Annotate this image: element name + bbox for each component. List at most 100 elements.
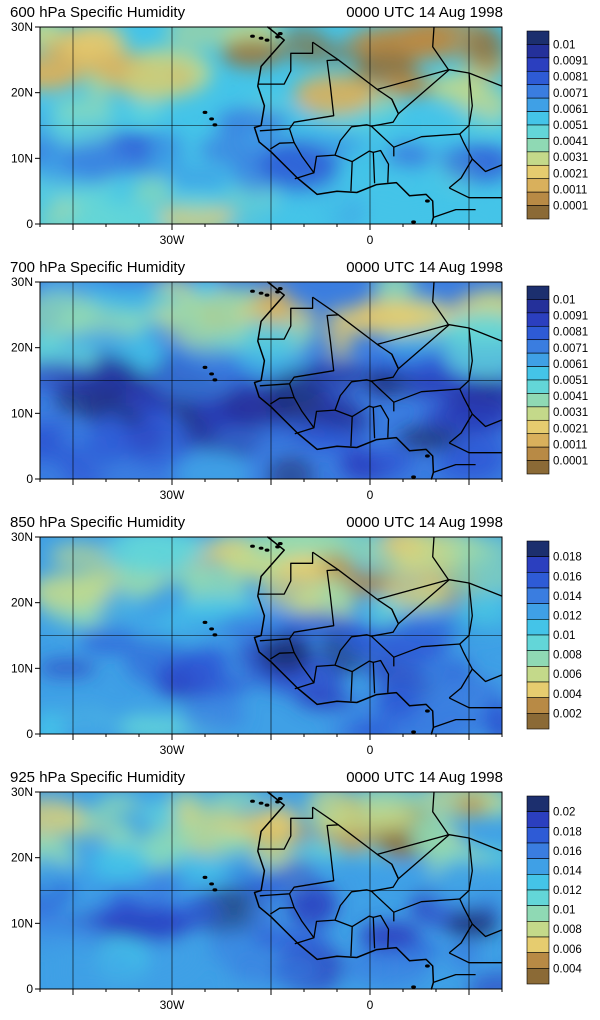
field-patch <box>40 359 92 388</box>
island <box>212 123 218 127</box>
x-tick-label: 0 <box>367 998 374 1012</box>
field-patch <box>433 860 502 908</box>
island <box>250 289 255 293</box>
island <box>277 796 283 801</box>
field-patch <box>209 429 299 448</box>
colorbar-swatch <box>526 205 550 220</box>
country-border <box>351 405 376 439</box>
island <box>202 110 208 114</box>
country-border <box>373 404 390 438</box>
colorbar-label: 0.0051 <box>553 375 588 387</box>
field-patch <box>58 201 146 224</box>
colorbar-label: 0.0081 <box>553 72 588 84</box>
field-patch <box>190 282 222 296</box>
colorbar-swatch <box>526 905 550 922</box>
field-patch <box>384 340 432 362</box>
country-border <box>269 893 295 915</box>
island <box>275 290 280 294</box>
island <box>277 31 283 36</box>
colorbar-swatch <box>526 713 550 730</box>
colorbar-swatch <box>526 634 550 651</box>
country-border <box>351 150 376 184</box>
panel-925hpa-time: 0000 UTC 14 Aug 1998 <box>346 769 503 786</box>
colorbar-swatch <box>526 874 550 891</box>
field-patch <box>339 449 378 474</box>
colorbar-label: 0.014 <box>553 865 582 877</box>
country-border <box>471 413 503 428</box>
field-patch <box>430 110 491 129</box>
colorbar-swatch <box>526 285 550 300</box>
colorbar-swatch <box>526 366 550 381</box>
axes-850hpa: 30N 20N 10N 0 30W 0 <box>11 530 503 757</box>
colorbar-label: 0.01 <box>553 39 575 51</box>
y-tick-label: 20N <box>11 86 33 100</box>
field-patch <box>259 142 339 189</box>
country-border <box>259 296 339 387</box>
field-patch <box>40 47 86 91</box>
colorbar-label: 0.004 <box>553 689 582 701</box>
colorbar-swatch <box>526 111 550 126</box>
field-patch <box>248 537 313 560</box>
field-patch <box>296 690 353 710</box>
colorbar-swatch <box>526 952 550 969</box>
island <box>411 985 416 989</box>
colorbar-label: 0.0031 <box>553 407 588 419</box>
island <box>264 548 270 552</box>
colorbar-label: 0.0051 <box>553 120 588 132</box>
colorbar-swatch <box>526 30 550 45</box>
field-patch <box>325 305 356 358</box>
humidity-field-600hpa <box>40 27 502 224</box>
country-border <box>269 383 295 405</box>
field-patch <box>208 792 264 809</box>
colorbar-label: 0.018 <box>553 552 582 564</box>
colorbar-600hpa: 0.01 0.0091 0.0081 0.0071 0.0061 0.0051 0.0041… <box>526 30 588 220</box>
field-patch <box>40 928 107 948</box>
country-border <box>269 128 295 150</box>
colorbar-label: 0.0041 <box>553 136 588 148</box>
field-patch <box>192 676 260 693</box>
country-border <box>393 388 473 444</box>
x-tick-label: 0 <box>367 743 374 757</box>
panel-850hpa-time: 0000 UTC 14 Aug 1998 <box>346 514 503 531</box>
island <box>209 627 215 631</box>
y-tick-label: 10N <box>11 151 33 165</box>
colorbar-swatch <box>526 433 550 448</box>
country-border <box>391 69 470 115</box>
country-border <box>377 281 450 346</box>
island <box>209 117 215 121</box>
field-patch <box>40 108 55 148</box>
colorbar-swatch <box>526 406 550 421</box>
field-patch <box>424 655 461 673</box>
island <box>258 546 264 550</box>
field-patch <box>209 924 267 968</box>
field-patch <box>347 626 379 656</box>
colorbar-label: 0.006 <box>553 669 582 681</box>
colorbar-swatch <box>526 379 550 394</box>
colorbar-700hpa: 0.01 0.0091 0.0081 0.0071 0.0061 0.0051 0.0041… <box>526 285 588 475</box>
field-patch <box>85 284 181 313</box>
africa-coastline <box>202 26 503 225</box>
colorbar-swatch <box>526 681 550 698</box>
y-tick-label: 0 <box>26 472 33 486</box>
x-tick-label: 30W <box>160 998 185 1012</box>
field-patch <box>40 291 101 338</box>
island <box>250 799 255 803</box>
island <box>425 454 430 458</box>
panel-850hpa-title: 850 hPa Specific Humidity <box>10 514 186 531</box>
field-patch <box>173 616 216 645</box>
colorbar-swatch <box>526 650 550 667</box>
panel-850hpa: 850 hPa Specific Humidity 0000 UTC 14 Au… <box>10 514 582 757</box>
colorbar-swatch <box>526 603 550 620</box>
panel-925hpa: 925 hPa Specific Humidity 0000 UTC 14 Au… <box>10 769 582 1012</box>
africa-coastline <box>202 536 503 735</box>
colorbar-850hpa: 0.018 0.016 0.014 0.012 0.01 0.008 0.006 0.004 0… <box>526 540 582 730</box>
country-border <box>351 915 376 949</box>
colorbar-label: 0.0021 <box>553 168 588 180</box>
colorbar-swatch <box>526 138 550 153</box>
field-patch <box>148 129 188 180</box>
field-patch <box>454 200 502 224</box>
field-patch <box>267 455 314 479</box>
colorbar-label: 0.0001 <box>553 201 588 213</box>
country-border <box>257 552 314 595</box>
country-border <box>269 638 295 660</box>
